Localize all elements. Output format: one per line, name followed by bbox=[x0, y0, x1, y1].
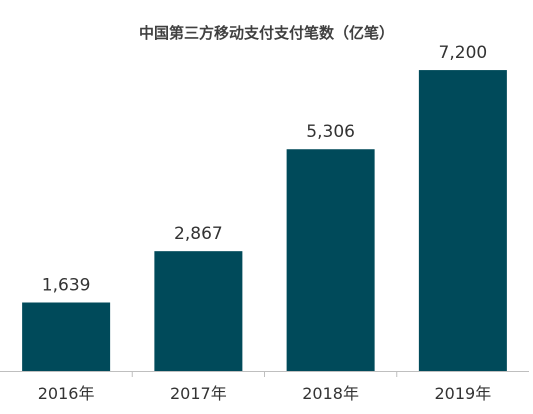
value-label-0: 1,639 bbox=[42, 275, 91, 295]
bar-1 bbox=[154, 251, 243, 371]
value-label-1: 2,867 bbox=[174, 224, 223, 244]
x-tick-label-2: 2018年 bbox=[302, 384, 359, 403]
x-tick-label-1: 2017年 bbox=[170, 384, 227, 403]
bar-0 bbox=[22, 302, 111, 371]
x-tick-label-0: 2016年 bbox=[38, 384, 95, 403]
x-tick-label-3: 2019年 bbox=[435, 384, 492, 403]
bars-layer bbox=[22, 70, 507, 372]
value-label-3: 7,200 bbox=[439, 43, 488, 63]
value-labels-layer: 1,639 2,867 5,306 7,200 bbox=[42, 43, 487, 295]
x-axis: 2016年 2017年 2018年 2019年 bbox=[0, 371, 529, 403]
value-label-2: 5,306 bbox=[306, 122, 355, 142]
bar-3 bbox=[418, 70, 507, 372]
chart-title: 中国第三方移动支付支付笔数（亿笔） bbox=[138, 24, 394, 42]
bar-2 bbox=[286, 149, 375, 371]
